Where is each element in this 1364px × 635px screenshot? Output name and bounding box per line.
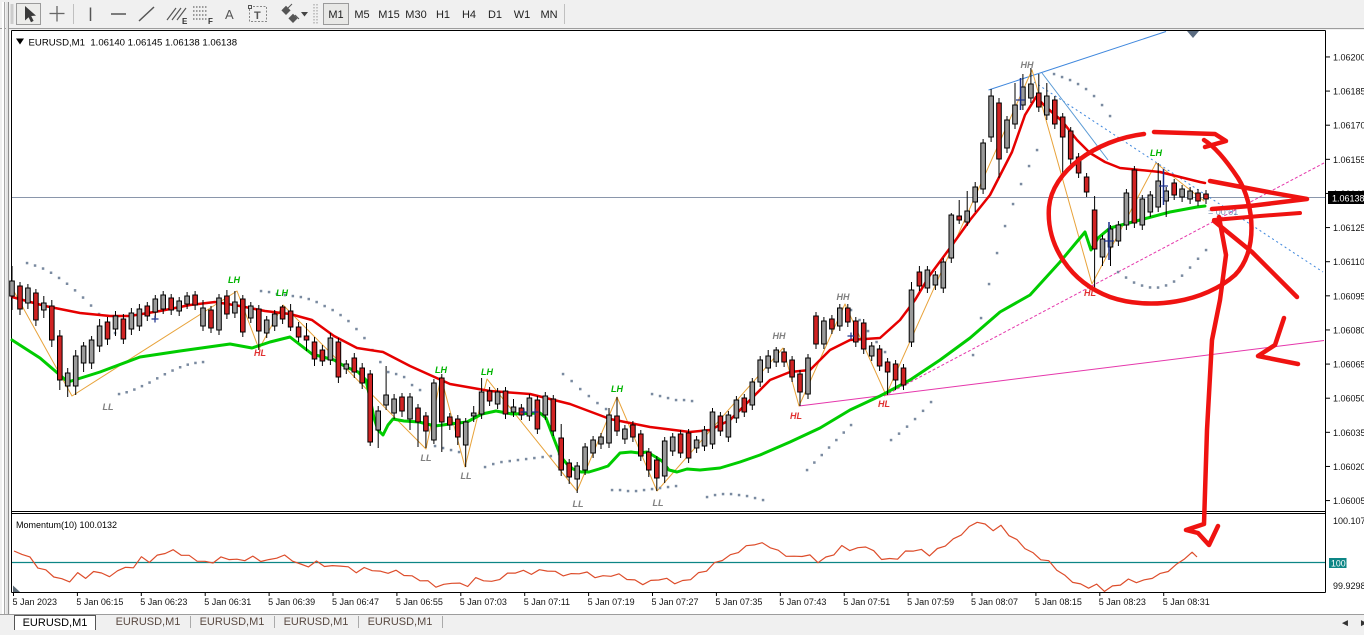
svg-text:LH: LH bbox=[435, 365, 447, 375]
svg-text:5 Jan 07:27: 5 Jan 07:27 bbox=[652, 597, 699, 607]
svg-text:H1: H1 bbox=[436, 9, 450, 21]
svg-text:1.06110: 1.06110 bbox=[1333, 257, 1364, 267]
svg-text:1.06138: 1.06138 bbox=[1332, 194, 1364, 204]
svg-text:5 Jan 07:35: 5 Jan 07:35 bbox=[715, 597, 762, 607]
svg-text:= 00:01: = 00:01 bbox=[1208, 207, 1238, 217]
svg-text:LH: LH bbox=[228, 275, 240, 285]
svg-text:D1: D1 bbox=[488, 9, 502, 21]
svg-text:5 Jan 2023: 5 Jan 2023 bbox=[13, 597, 58, 607]
svg-text:5 Jan 07:51: 5 Jan 07:51 bbox=[843, 597, 890, 607]
svg-text:M5: M5 bbox=[354, 9, 369, 21]
svg-text:HL: HL bbox=[878, 399, 890, 409]
svg-text:LL: LL bbox=[461, 471, 472, 481]
svg-text:LH: LH bbox=[276, 288, 288, 298]
svg-text:F: F bbox=[208, 17, 213, 26]
svg-text:T: T bbox=[254, 10, 261, 22]
svg-text:LL: LL bbox=[653, 498, 664, 508]
svg-text:1.06050: 1.06050 bbox=[1333, 394, 1364, 404]
svg-text:LL: LL bbox=[573, 499, 584, 509]
svg-text:1.06125: 1.06125 bbox=[1333, 223, 1364, 233]
svg-text:5 Jan 06:31: 5 Jan 06:31 bbox=[204, 597, 251, 607]
svg-text:1.06095: 1.06095 bbox=[1333, 291, 1364, 301]
svg-text:5 Jan 07:43: 5 Jan 07:43 bbox=[779, 597, 826, 607]
svg-text:1.06065: 1.06065 bbox=[1333, 360, 1364, 370]
svg-text:5 Jan 06:23: 5 Jan 06:23 bbox=[140, 597, 187, 607]
svg-text:HL: HL bbox=[1084, 288, 1096, 298]
svg-text:99.9298: 99.9298 bbox=[1333, 581, 1364, 591]
svg-text:1.06200: 1.06200 bbox=[1333, 52, 1364, 62]
svg-text:LH: LH bbox=[611, 384, 623, 394]
svg-text:5 Jan 07:11: 5 Jan 07:11 bbox=[524, 597, 570, 607]
svg-text:HH: HH bbox=[773, 331, 786, 341]
svg-text:1.06170: 1.06170 bbox=[1333, 121, 1364, 131]
svg-text:5 Jan 08:23: 5 Jan 08:23 bbox=[1099, 597, 1146, 607]
svg-text:1.06035: 1.06035 bbox=[1333, 428, 1364, 438]
svg-text:M1: M1 bbox=[328, 9, 343, 21]
svg-text:1.06020: 1.06020 bbox=[1333, 462, 1364, 472]
svg-text:1.06005: 1.06005 bbox=[1333, 496, 1364, 506]
svg-text:1.06155: 1.06155 bbox=[1333, 155, 1364, 165]
svg-text:MN: MN bbox=[540, 9, 557, 21]
svg-text:5 Jan 07:59: 5 Jan 07:59 bbox=[907, 597, 954, 607]
svg-text:E: E bbox=[182, 17, 188, 26]
svg-text:HH: HH bbox=[1021, 60, 1034, 70]
svg-text:A: A bbox=[225, 7, 234, 22]
svg-text:HL: HL bbox=[254, 348, 266, 358]
svg-text:5 Jan 06:55: 5 Jan 06:55 bbox=[396, 597, 443, 607]
svg-text:LH: LH bbox=[481, 367, 493, 377]
svg-text:5 Jan 06:39: 5 Jan 06:39 bbox=[268, 597, 315, 607]
svg-text:1.06080: 1.06080 bbox=[1333, 325, 1364, 335]
svg-text:LL: LL bbox=[421, 453, 432, 463]
svg-text:HH: HH bbox=[837, 292, 850, 302]
svg-text:5 Jan 06:47: 5 Jan 06:47 bbox=[332, 597, 379, 607]
svg-text:5 Jan 08:31: 5 Jan 08:31 bbox=[1163, 597, 1210, 607]
svg-text:5 Jan 07:03: 5 Jan 07:03 bbox=[460, 597, 507, 607]
svg-text:H4: H4 bbox=[462, 9, 476, 21]
svg-text:Momentum(10) 100.0132: Momentum(10) 100.0132 bbox=[16, 520, 117, 530]
svg-text:LL: LL bbox=[103, 402, 114, 412]
svg-text:5 Jan 06:15: 5 Jan 06:15 bbox=[76, 597, 123, 607]
svg-text:5 Jan 08:15: 5 Jan 08:15 bbox=[1035, 597, 1082, 607]
svg-text:EURUSD,M1 1.06140 1.06145 1.0: EURUSD,M1 1.06140 1.06145 1.06138 1.0613… bbox=[29, 38, 238, 49]
svg-text:HL: HL bbox=[790, 411, 802, 421]
svg-text:M15: M15 bbox=[378, 9, 399, 21]
svg-text:M30: M30 bbox=[405, 9, 426, 21]
svg-text:LH: LH bbox=[1150, 148, 1162, 158]
svg-text:1.06185: 1.06185 bbox=[1333, 87, 1364, 97]
svg-text:5 Jan 08:07: 5 Jan 08:07 bbox=[971, 597, 1018, 607]
svg-text:100.107: 100.107 bbox=[1333, 516, 1364, 526]
svg-text:W1: W1 bbox=[514, 9, 531, 21]
svg-text:100: 100 bbox=[1331, 559, 1346, 569]
svg-text:5 Jan 07:19: 5 Jan 07:19 bbox=[588, 597, 635, 607]
